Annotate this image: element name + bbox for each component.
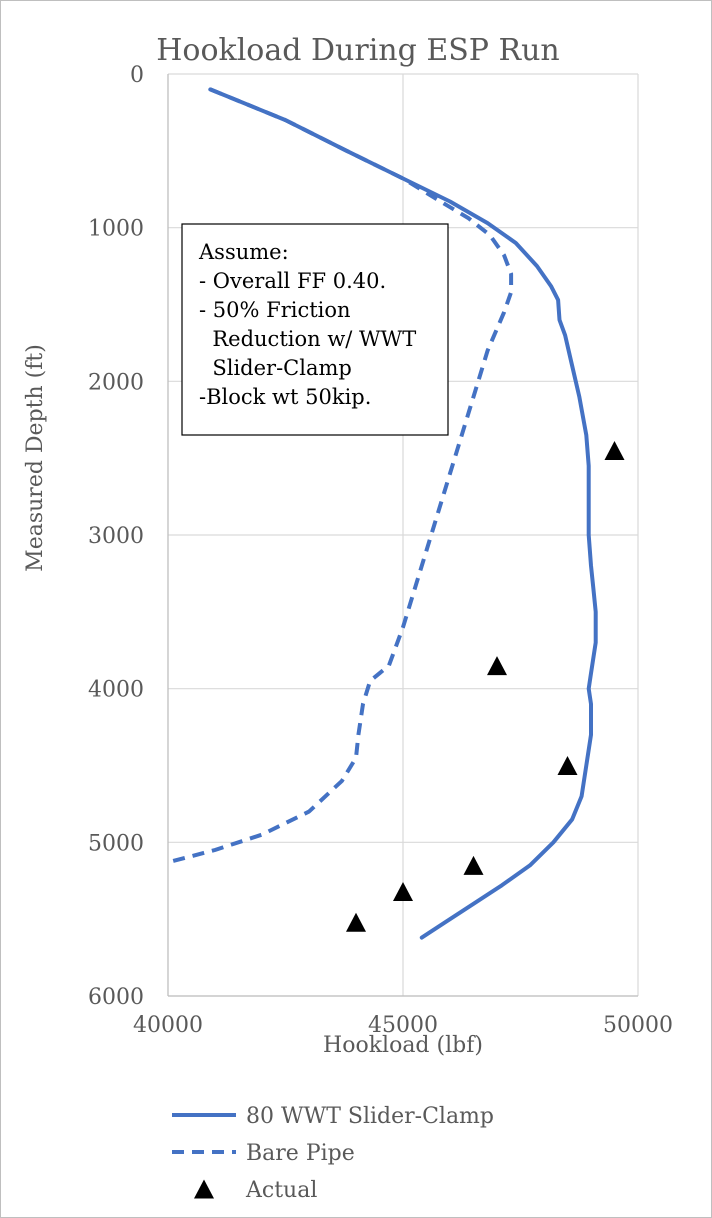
slider-clamp-line xyxy=(208,87,598,940)
legend-label: Actual xyxy=(245,1178,317,1203)
assumption-note-line: - Overall FF 0.40. xyxy=(199,269,386,293)
x-tick-label: 50000 xyxy=(603,1013,673,1038)
series-layer xyxy=(167,87,598,940)
assumption-note-line: Assume: xyxy=(198,240,289,264)
bare-pipe-line xyxy=(167,87,514,865)
axis-layer: 0 1000 2000 3000 4000 5000 6000 40000 45000 50000 xyxy=(88,63,673,1038)
actual-data-point xyxy=(557,756,578,775)
legend-label: 80 WWT Slider-Clamp xyxy=(246,1104,494,1129)
chart-title: Hookload During ESP Run xyxy=(156,33,560,68)
actual-data-point xyxy=(393,882,413,902)
actual-data-point xyxy=(487,656,507,676)
y-tick-label: 3000 xyxy=(88,524,144,549)
actual-data-point xyxy=(463,855,484,875)
assumption-note-line: -Block wt 50kip. xyxy=(199,385,371,409)
y-tick-label: 1000 xyxy=(88,217,144,242)
legend-marker-actual xyxy=(194,1179,214,1199)
assumption-note-border xyxy=(181,223,449,436)
assumption-note-line: Slider-Clamp xyxy=(199,356,352,380)
assumption-note-line: - 50% Friction xyxy=(199,298,351,322)
y-tick-label: 5000 xyxy=(88,831,144,856)
y-tick-label: 0 xyxy=(130,63,144,88)
actual-data-point xyxy=(604,440,625,460)
actual-data-point xyxy=(346,912,366,932)
legend-label: Bare Pipe xyxy=(246,1141,355,1166)
assumption-note-line: Reduction w/ WWT xyxy=(199,327,416,351)
x-tick-label: 45000 xyxy=(368,1013,438,1038)
x-tick-label: 40000 xyxy=(133,1013,203,1038)
y-tick-label: 2000 xyxy=(88,370,144,395)
y-tick-label: 4000 xyxy=(88,678,144,703)
assumption-note-text: Assume: - Overall FF 0.40. - 50% Friction … xyxy=(198,240,416,409)
y-axis-title: Measured Depth (ft) xyxy=(23,344,48,572)
legend: 80 WWT Slider-Clamp Bare Pipe Actual xyxy=(172,1104,494,1203)
grid-layer xyxy=(167,73,639,997)
marker-layer xyxy=(346,440,625,932)
x-axis-title: Hookload (lbf) xyxy=(323,1033,483,1058)
assumption-note: Assume: - Overall FF 0.40. - 50% Friction … xyxy=(181,223,449,436)
y-tick-label: 6000 xyxy=(88,985,144,1010)
